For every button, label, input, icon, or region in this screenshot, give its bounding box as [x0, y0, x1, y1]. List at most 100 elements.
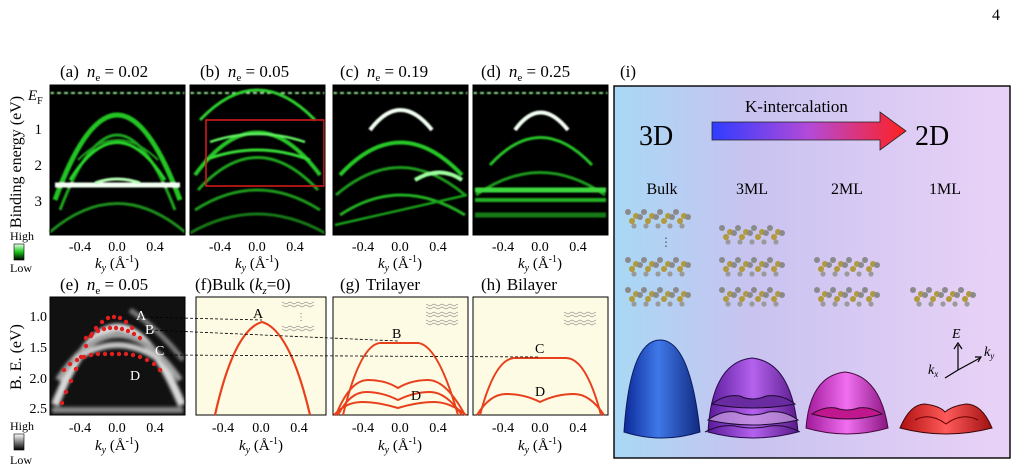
svg-text:3: 3 [35, 194, 43, 210]
svg-text:(b)ne = 0.05: (b) ne = 0.05 [200, 62, 289, 84]
panel-e-band-labels: A B C D [130, 309, 164, 384]
ef-label: EF [27, 88, 43, 107]
svg-text:(a)ne = 0.02: (a) ne = 0.02 [60, 62, 148, 84]
top-panel-c [332, 84, 469, 236]
band-surface-3ml [704, 357, 801, 439]
svg-text:2: 2 [35, 158, 43, 174]
svg-text:High: High [10, 419, 34, 433]
band-surface-1ml [899, 403, 993, 435]
svg-text:ky (Å-1): ky (Å-1) [239, 436, 283, 456]
panel-b-label: (b) [200, 62, 220, 81]
svg-text:1.0: 1.0 [30, 310, 48, 325]
panel-e: A B C D [49, 296, 186, 416]
axis-kx-label: kx [928, 363, 938, 379]
svg-text:1ML: 1ML [929, 181, 961, 198]
svg-text:A: A [136, 309, 147, 324]
page-number: 4 [992, 7, 1000, 24]
top-xticks: -0.4 0.0 0.4 -0.4 0.0 0.4 -0.4 0.0 0.4 -0.4 0.0… [69, 240, 587, 255]
svg-text:D: D [130, 369, 140, 384]
bulk-mini-icon: ⋮ [281, 301, 315, 332]
svg-text:0.4: 0.4 [146, 240, 164, 255]
svg-text:ky (Å-1): ky (Å-1) [518, 436, 562, 456]
band-surface-2ml [805, 371, 889, 435]
svg-text:0.0: 0.0 [248, 240, 266, 255]
svg-text:0.4: 0.4 [429, 421, 447, 436]
svg-text:0.4: 0.4 [569, 421, 587, 436]
svg-text:0.4: 0.4 [429, 240, 447, 255]
panel-e-dots-C [61, 351, 163, 373]
svg-text:ky (Å-1): ky (Å-1) [378, 436, 422, 456]
connector-lines [139, 316, 541, 358]
top-panel-a [49, 84, 186, 236]
svg-text:⋮: ⋮ [660, 235, 672, 249]
colorbar-top: High Low [10, 229, 34, 275]
top-titles: (a) ne = 0.02 (b) ne = 0.05 (c) ne = 0.19 (… [60, 62, 570, 84]
svg-text:1.5: 1.5 [30, 341, 48, 356]
svg-text:0.0: 0.0 [252, 421, 270, 436]
panel-c-label: (c) [340, 62, 359, 81]
label-D-h: D [535, 385, 545, 400]
svg-text:1: 1 [35, 122, 43, 138]
svg-text:-0.4: -0.4 [352, 240, 374, 255]
label-D-g: D [411, 389, 421, 404]
axis-ky-label: ky [984, 345, 994, 361]
label-2D: 2D [915, 121, 949, 152]
arrow-label: K-intercalation [745, 97, 848, 116]
svg-text:-0.4: -0.4 [492, 421, 514, 436]
svg-text:2ML: 2ML [831, 181, 863, 198]
svg-text:ky (Å-1): ky (Å-1) [95, 436, 139, 456]
panel-f: A ⋮ [195, 296, 327, 416]
svg-text:(d)ne = 0.25: (d) ne = 0.25 [481, 62, 570, 84]
svg-text:ky (Å-1): ky (Å-1) [235, 254, 279, 274]
axis-E-label: E [951, 327, 961, 342]
svg-text:Bulk: Bulk [646, 181, 677, 198]
band-A [213, 320, 312, 416]
svg-text:0.0: 0.0 [108, 240, 126, 255]
svg-text:0.4: 0.4 [146, 421, 164, 436]
top-ylabel: Binding energy (eV) [8, 96, 25, 228]
bottom-xticks: -0.4 0.0 0.4 -0.4 0.0 0.4 -0.4 0.0 0.4 -0.4 0.0… [69, 421, 587, 436]
band-B [342, 342, 459, 416]
svg-text:0.4: 0.4 [569, 240, 587, 255]
top-xlabels: ky (Å-1) ky (Å-1) ky (Å-1) ky (Å-1) [95, 254, 562, 274]
svg-text:⋮: ⋮ [296, 312, 306, 323]
column-labels: Bulk 3ML 2ML 1ML [646, 181, 961, 198]
svg-text:0.0: 0.0 [531, 421, 549, 436]
top-panel-d [472, 84, 609, 236]
top-panel-b [189, 84, 326, 236]
band-surface-bulk [623, 339, 701, 439]
panel-d-label: (d) [481, 62, 501, 81]
svg-text:0.0: 0.0 [108, 421, 126, 436]
svg-text:0.0: 0.0 [531, 240, 549, 255]
svg-text:-0.4: -0.4 [69, 421, 91, 436]
panel-h-title: (h) Bilayer [481, 275, 557, 294]
svg-text:B: B [145, 323, 154, 338]
panel-a-label: (a) [60, 62, 79, 81]
top-yticks: 1 2 3 [35, 122, 43, 210]
bottom-ylabel: B. E. (eV) [8, 324, 25, 390]
svg-text:Low: Low [10, 453, 32, 467]
svg-text:High: High [10, 229, 34, 243]
svg-text:-0.4: -0.4 [69, 240, 91, 255]
band-C [479, 357, 602, 416]
bottom-yticks: 1.0 1.5 2.0 2.5 [30, 310, 48, 417]
svg-text:Low: Low [10, 261, 32, 275]
roi-box [205, 119, 325, 187]
label-B: B [392, 327, 401, 342]
svg-text:C: C [155, 344, 164, 359]
svg-text:0.0: 0.0 [391, 240, 409, 255]
svg-text:0.0: 0.0 [391, 421, 409, 436]
svg-text:3ML: 3ML [736, 181, 768, 198]
svg-text:-0.4: -0.4 [209, 240, 231, 255]
svg-text:2.5: 2.5 [30, 402, 48, 417]
svg-text:ky (Å-1): ky (Å-1) [518, 254, 562, 274]
intercalation-arrow [711, 111, 907, 151]
bottom-xlabels: ky (Å-1) ky (Å-1) ky (Å-1) ky (Å-1) [95, 436, 562, 456]
panel-f-title: (f)Bulk (kz=0) [195, 275, 291, 297]
k-axes-icon [944, 341, 983, 379]
panel-e-title: (e) ne = 0.05 [60, 275, 148, 297]
svg-text:-0.4: -0.4 [212, 421, 234, 436]
label-A: A [253, 307, 264, 322]
panel-g-title: (g) Trilayer [340, 275, 420, 294]
